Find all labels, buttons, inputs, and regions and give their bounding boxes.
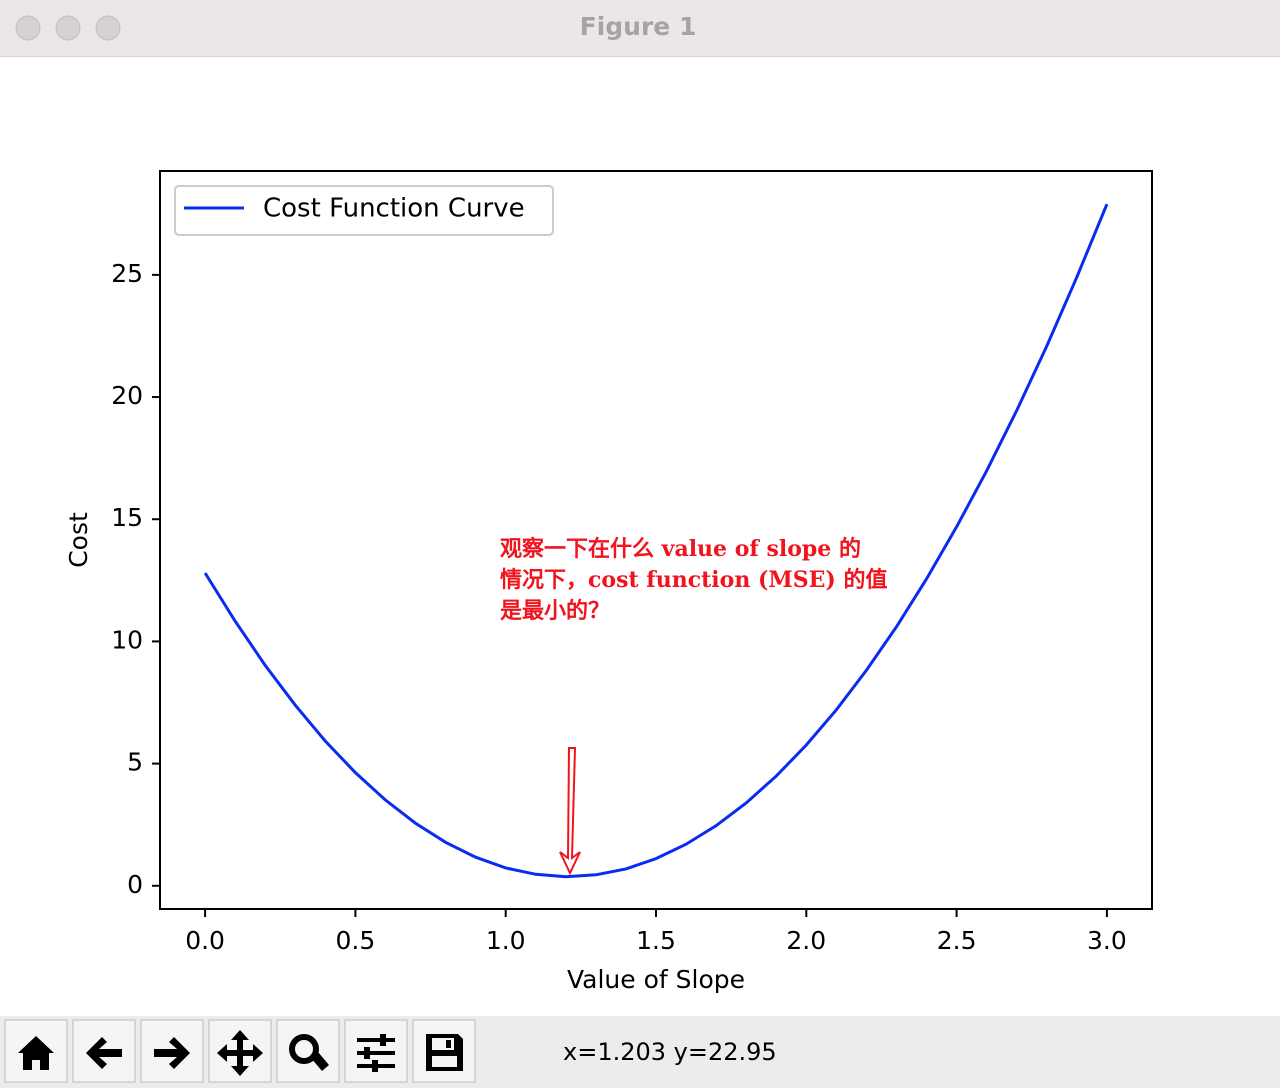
zoom-tool-button[interactable] (276, 1019, 340, 1083)
status-text: x=1.203 y=22.95 (563, 1038, 777, 1066)
save-button[interactable] (412, 1019, 476, 1083)
y-axis-label: Cost (64, 512, 93, 568)
y-tick-label: 5 (127, 748, 143, 777)
forward-button[interactable] (140, 1019, 204, 1083)
annotation-text: 情况下，cost function (MSE) 的值 (500, 567, 887, 593)
x-tick-label: 3.0 (1087, 926, 1127, 955)
title-bar (0, 0, 1280, 56)
legend-box (174, 185, 554, 236)
zoom-button[interactable] (95, 15, 121, 41)
y-tick-label: 0 (127, 870, 143, 899)
plot-area (159, 170, 1153, 910)
minimize-button[interactable] (55, 15, 81, 41)
back-button[interactable] (72, 1019, 136, 1083)
x-tick-label: 1.5 (636, 926, 676, 955)
legend-label: Cost Function Curve (263, 194, 525, 224)
x-tick-label: 0.0 (185, 926, 225, 955)
pan-button[interactable] (208, 1019, 272, 1083)
close-button[interactable] (15, 15, 41, 41)
x-tick-label: 0.5 (336, 926, 376, 955)
y-tick-label: 10 (111, 625, 143, 654)
annotation-text: 观察一下在什么 value of slope 的 (500, 536, 861, 562)
y-tick-label: 20 (111, 381, 143, 410)
window-title: Figure 1 (580, 12, 697, 41)
home-button[interactable] (4, 1019, 68, 1083)
x-tick-label: 2.0 (786, 926, 826, 955)
toolbar-buttons (4, 1019, 476, 1083)
y-tick-label: 25 (111, 259, 143, 288)
configure-button[interactable] (344, 1019, 408, 1083)
annotation-text: 是最小的？ (500, 598, 610, 624)
y-tick-label: 15 (111, 503, 143, 532)
x-tick-label: 1.0 (486, 926, 526, 955)
data-line (203, 203, 1109, 879)
annotation-arrow (559, 747, 581, 876)
x-tick-label: 2.5 (937, 926, 977, 955)
x-axis-label: Value of Slope (567, 965, 745, 994)
